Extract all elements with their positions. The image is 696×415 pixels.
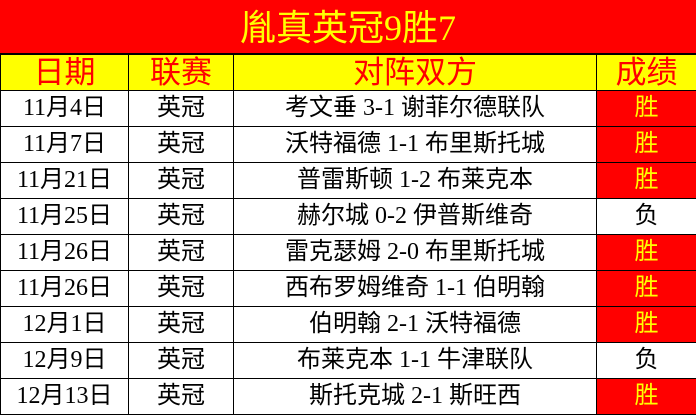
result-cell[interactable]: 负 — [597, 343, 696, 379]
result-cell[interactable]: 负 — [597, 199, 696, 235]
date-cell[interactable]: 11月21日 — [1, 163, 129, 199]
match-cell[interactable]: 布莱克本 1-1 牛津联队 — [234, 343, 597, 379]
match-cell[interactable]: 赫尔城 0-2 伊普斯维奇 — [234, 199, 597, 235]
date-cell[interactable]: 12月1日 — [1, 307, 129, 343]
match-cell[interactable]: 伯明翰 2-1 沃特福德 — [234, 307, 597, 343]
league-cell[interactable]: 英冠 — [129, 379, 234, 415]
league-cell[interactable]: 英冠 — [129, 91, 234, 127]
match-cell[interactable]: 考文垂 3-1 谢菲尔德联队 — [234, 91, 597, 127]
league-cell[interactable]: 英冠 — [129, 343, 234, 379]
table-row: 12月13日英冠斯托克城 2-1 斯旺西胜 — [1, 379, 696, 415]
table-row: 11月7日英冠沃特福德 1-1 布里斯托城胜 — [1, 127, 696, 163]
league-cell[interactable]: 英冠 — [129, 199, 234, 235]
date-cell[interactable]: 11月25日 — [1, 199, 129, 235]
header-result: 成绩 — [597, 55, 696, 91]
match-cell[interactable]: 沃特福德 1-1 布里斯托城 — [234, 127, 597, 163]
header-date: 日期 — [1, 55, 129, 91]
result-cell[interactable]: 胜 — [597, 271, 696, 307]
date-cell[interactable]: 11月4日 — [1, 91, 129, 127]
result-cell[interactable]: 胜 — [597, 235, 696, 271]
table-row: 12月1日英冠伯明翰 2-1 沃特福德胜 — [1, 307, 696, 343]
header-league: 联赛 — [129, 55, 234, 91]
result-cell[interactable]: 胜 — [597, 127, 696, 163]
result-cell[interactable]: 胜 — [597, 307, 696, 343]
table-row: 11月26日英冠雷克瑟姆 2-0 布里斯托城胜 — [1, 235, 696, 271]
league-cell[interactable]: 英冠 — [129, 307, 234, 343]
sheet-title: 胤真英冠9胜7 — [0, 0, 696, 54]
match-cell[interactable]: 西布罗姆维奇 1-1 伯明翰 — [234, 271, 597, 307]
date-cell[interactable]: 11月26日 — [1, 271, 129, 307]
league-cell[interactable]: 英冠 — [129, 163, 234, 199]
header-row: 日期 联赛 对阵双方 成绩 — [1, 55, 696, 91]
date-cell[interactable]: 11月7日 — [1, 127, 129, 163]
league-cell[interactable]: 英冠 — [129, 235, 234, 271]
table-row: 11月21日英冠普雷斯顿 1-2 布莱克本胜 — [1, 163, 696, 199]
header-match: 对阵双方 — [234, 55, 597, 91]
match-cell[interactable]: 雷克瑟姆 2-0 布里斯托城 — [234, 235, 597, 271]
table-row: 11月25日英冠赫尔城 0-2 伊普斯维奇负 — [1, 199, 696, 235]
date-cell[interactable]: 12月13日 — [1, 379, 129, 415]
match-cell[interactable]: 斯托克城 2-1 斯旺西 — [234, 379, 597, 415]
table-row: 11月26日英冠西布罗姆维奇 1-1 伯明翰胜 — [1, 271, 696, 307]
league-cell[interactable]: 英冠 — [129, 271, 234, 307]
table-row: 11月4日英冠考文垂 3-1 谢菲尔德联队胜 — [1, 91, 696, 127]
table-row: 12月9日英冠布莱克本 1-1 牛津联队负 — [1, 343, 696, 379]
league-cell[interactable]: 英冠 — [129, 127, 234, 163]
date-cell[interactable]: 11月26日 — [1, 235, 129, 271]
match-cell[interactable]: 普雷斯顿 1-2 布莱克本 — [234, 163, 597, 199]
result-cell[interactable]: 胜 — [597, 379, 696, 415]
result-cell[interactable]: 胜 — [597, 91, 696, 127]
result-cell[interactable]: 胜 — [597, 163, 696, 199]
date-cell[interactable]: 12月9日 — [1, 343, 129, 379]
